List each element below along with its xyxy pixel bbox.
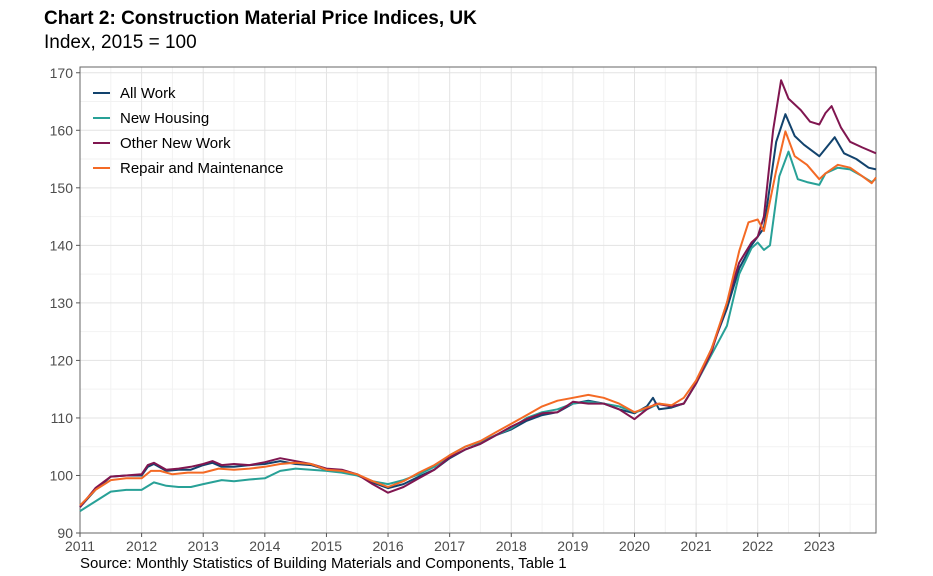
series-line-repair-and-maintenance: [79, 130, 877, 507]
series-line-new-housing: [79, 150, 877, 512]
x-tick-label: 2014: [249, 538, 280, 554]
legend-item: All Work: [93, 85, 176, 102]
chart-subtitle: Index, 2015 = 100: [44, 32, 197, 53]
legend-item: New Housing: [93, 110, 209, 127]
y-tick-label: 130: [50, 295, 74, 311]
legend-label: New Housing: [120, 110, 209, 127]
legend: All Work New Housing Other New Work Repair …: [93, 85, 283, 177]
chart-title: Chart 2: Construction Material Price Ind…: [44, 8, 477, 29]
source-note: Source: Monthly Statistics of Building M…: [80, 555, 567, 572]
y-tick-label: 90: [57, 525, 73, 541]
legend-item: Repair and Maintenance: [93, 160, 283, 177]
series-lines: [79, 79, 877, 512]
series-line-other-new-work: [79, 79, 877, 508]
y-tick-label: 120: [50, 352, 74, 368]
plot-border: [79, 66, 877, 534]
x-tick-label: 2018: [496, 538, 527, 554]
y-tick-label: 100: [50, 467, 74, 483]
legend-label: Repair and Maintenance: [120, 160, 283, 177]
legend-item: Other New Work: [93, 135, 231, 152]
y-tick-label: 150: [50, 180, 74, 196]
x-tick-label: 2021: [681, 538, 712, 554]
x-tick-label: 2020: [619, 538, 650, 554]
legend-label: All Work: [120, 85, 176, 102]
y-tick-label: 160: [50, 122, 74, 138]
x-tick-label: 2013: [188, 538, 219, 554]
legend-label: Other New Work: [120, 135, 231, 152]
grid-lines: [80, 67, 876, 533]
x-tick-label: 2019: [557, 538, 588, 554]
x-tick-label: 2011: [65, 538, 95, 554]
x-tick-label: 2016: [372, 538, 403, 554]
y-tick-label: 170: [50, 65, 74, 81]
x-tick-label: 2022: [742, 538, 773, 554]
x-axis-ticks: 2011 2012 2013 2014 2015 2016 2017 2018 2019 2020…: [65, 533, 835, 554]
x-tick-label: 2023: [804, 538, 835, 554]
y-tick-label: 110: [51, 410, 74, 426]
y-tick-label: 140: [50, 237, 74, 253]
x-tick-label: 2015: [311, 538, 342, 554]
x-tick-label: 2012: [126, 538, 157, 554]
x-tick-label: 2017: [434, 538, 465, 554]
y-axis-ticks: 90 100 110 120 130 140 150 160 170: [50, 65, 80, 541]
